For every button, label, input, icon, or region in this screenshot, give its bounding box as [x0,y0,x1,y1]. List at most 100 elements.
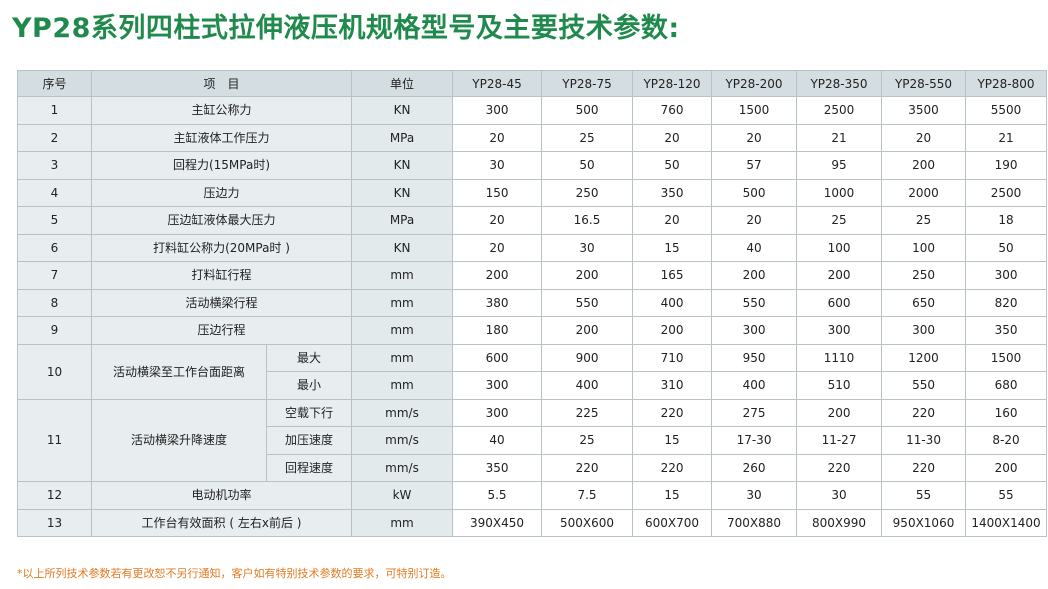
value-cell: 275 [711,398,798,427]
value-cell: 2500 [965,178,1048,207]
value-cell: 20 [711,206,798,235]
table-row: 7 打料缸行程 mm 200 200 165 200 200 250 300 [17,261,1048,290]
value-cell: 20 [711,123,798,152]
table-row: 2 主缸液体工作压力 MPa 20 25 20 20 21 20 21 [17,123,1048,152]
value-cell: 300 [452,398,543,427]
value-cell: 200 [796,261,883,290]
header-item: 项 目 [90,70,353,97]
value-cell: 600 [452,343,543,372]
value-cell: 30 [541,233,634,262]
value-cell: 350 [452,453,543,482]
value-cell: 25 [881,206,967,235]
value-cell: 25 [541,123,634,152]
value-cell: 225 [541,398,634,427]
value-cell: 680 [965,371,1048,400]
row-unit: mm [351,288,454,317]
row-number: 11 [17,398,92,482]
table-row: 加压速度 mm/s 40 25 15 17-30 11-27 11-30 8-20 [18,426,1048,455]
value-cell: 900 [541,343,634,372]
row-unit: KN [351,96,454,125]
value-cell: 25 [541,426,634,455]
value-cell: 100 [796,233,883,262]
table-row: 13 工作台有效面积 ( 左右x前后 ) mm 390X450 500X600 600X7… [17,508,1048,537]
row-unit: mm [351,371,454,400]
spec-table: 序号 项 目 单位 YP28-45 YP28-75 YP28-120 YP28-… [17,70,1048,537]
value-cell: 21 [796,123,883,152]
row-item-label: 活动横梁行程 [90,288,353,317]
value-cell: 600 [796,288,883,317]
row-unit: KN [351,178,454,207]
value-cell: 200 [881,151,967,180]
value-cell: 390X450 [452,508,543,537]
row-sub-label: 最大 [265,343,353,372]
value-cell: 21 [965,123,1048,152]
table-row: 6 打料缸公称力(20MPa时 ) KN 20 30 15 40 100 100 50 [17,233,1048,262]
value-cell: 300 [452,96,543,125]
value-cell: 510 [796,371,883,400]
row-sub-label: 空载下行 [265,398,353,427]
value-cell: 20 [632,123,713,152]
row-number: 10 [17,343,92,400]
value-cell: 15 [632,481,713,510]
value-cell: 300 [965,261,1048,290]
value-cell: 500 [711,178,798,207]
value-cell: 220 [881,453,967,482]
row-item-label: 电动机功率 [90,481,353,510]
value-cell: 2000 [881,178,967,207]
value-cell: 220 [796,453,883,482]
value-cell: 1500 [965,343,1048,372]
value-cell: 760 [632,96,713,125]
row-unit: KN [351,233,454,262]
table-row: 1 主缸公称力 KN 300 500 760 1500 2500 3500 5500 [17,96,1048,125]
value-cell: 50 [632,151,713,180]
value-cell: 1400X1400 [965,508,1048,537]
value-cell: 50 [965,233,1048,262]
table-row: 4 压边力 KN 150 250 350 500 1000 2000 2500 [17,178,1048,207]
value-cell: 15 [632,233,713,262]
row-unit: mm/s [351,426,454,455]
value-cell: 25 [796,206,883,235]
footnote: *以上所列技术参数若有更改恕不另行通知，客户如有特别技术参数的要求，可特别订造。 [17,567,452,580]
value-cell: 17-30 [711,426,798,455]
row-item-label: 压边行程 [90,316,353,345]
row-item-label: 压边缸液体最大压力 [90,206,353,235]
value-cell: 165 [632,261,713,290]
row-number: 3 [17,151,92,180]
table-row: 9 压边行程 mm 180 200 200 300 300 300 350 [17,316,1048,345]
header-model: YP28-75 [541,70,634,97]
value-cell: 55 [881,481,967,510]
table-row: 3 回程力(15MPa时) KN 30 50 50 57 95 200 190 [17,151,1048,180]
value-cell: 3500 [881,96,967,125]
row-number: 5 [17,206,92,235]
header-model: YP28-350 [796,70,883,97]
value-cell: 300 [711,316,798,345]
value-cell: 350 [965,316,1048,345]
value-cell: 40 [452,426,543,455]
value-cell: 200 [541,261,634,290]
header-model: YP28-800 [965,70,1048,97]
value-cell: 200 [541,316,634,345]
value-cell: 220 [632,453,713,482]
header-model: YP28-200 [711,70,798,97]
value-cell: 550 [711,288,798,317]
table-row: 8 活动横梁行程 mm 380 550 400 550 600 650 820 [17,288,1048,317]
row-unit: mm [351,343,454,372]
value-cell: 250 [541,178,634,207]
page-title: YP28系列四柱式拉伸液压机规格型号及主要技术参数: [12,13,680,44]
row-item-label: 压边力 [90,178,353,207]
row-unit: mm/s [351,398,454,427]
table-header-row: 序号 项 目 单位 YP28-45 YP28-75 YP28-120 YP28-… [17,70,1048,97]
value-cell: 310 [632,371,713,400]
value-cell: 220 [541,453,634,482]
row-sub-label: 加压速度 [265,426,353,455]
value-cell: 5.5 [452,481,543,510]
value-cell: 150 [452,178,543,207]
row-item-label: 主缸液体工作压力 [90,123,353,152]
value-cell: 11-27 [796,426,883,455]
table-row: 最小 mm 300 400 310 400 510 550 680 [18,371,1048,400]
value-cell: 5500 [965,96,1048,125]
row-unit: MPa [351,206,454,235]
value-cell: 100 [881,233,967,262]
value-cell: 200 [632,316,713,345]
value-cell: 380 [452,288,543,317]
